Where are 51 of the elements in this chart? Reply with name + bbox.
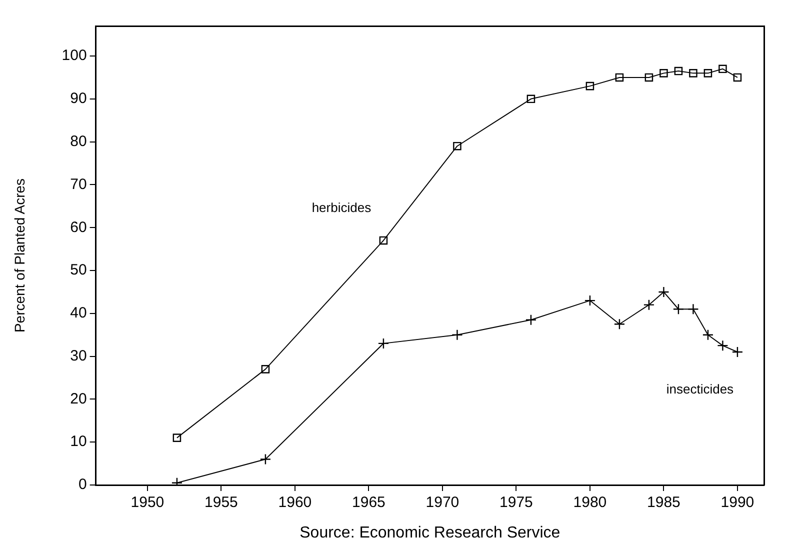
x-tick-label: 1955 <box>204 494 238 512</box>
point <box>689 69 698 78</box>
point <box>584 294 596 306</box>
y-tick-label: 10 <box>70 433 87 450</box>
point <box>660 69 668 78</box>
series-label: herbicides <box>312 200 372 216</box>
point <box>733 73 742 82</box>
y-tick-label: 30 <box>70 347 87 364</box>
y-tick-label: 80 <box>70 132 87 150</box>
point <box>614 318 626 330</box>
point <box>717 340 728 352</box>
point <box>172 434 182 442</box>
y-tick-label: 20 <box>70 390 87 408</box>
x-tick-label: 1970 <box>426 494 460 512</box>
point <box>379 236 388 245</box>
x-tick-label: 1960 <box>278 494 312 512</box>
x-tick-label: 1985 <box>647 494 680 512</box>
y-axis-title: Percent of Planted Acres <box>11 178 28 333</box>
point <box>453 142 462 150</box>
point <box>644 73 654 82</box>
point <box>702 329 714 340</box>
point <box>525 314 537 326</box>
y-tick-label: 0 <box>78 476 87 494</box>
point <box>615 73 624 82</box>
point <box>658 286 670 298</box>
y-tick-label: 50 <box>70 262 87 279</box>
x-tick-label: 1980 <box>573 494 607 512</box>
source-note: Source: Economic Research Service <box>300 524 560 542</box>
point <box>674 66 683 76</box>
x-tick-label: 1990 <box>720 494 754 512</box>
point <box>452 329 463 340</box>
x-tick-label: 1950 <box>130 494 164 512</box>
point <box>732 346 744 358</box>
y-tick-label: 90 <box>70 90 87 108</box>
point <box>718 64 727 74</box>
y-tick-label: 60 <box>70 218 87 236</box>
point <box>378 338 390 350</box>
point <box>261 365 270 374</box>
point <box>643 299 655 310</box>
point <box>688 304 699 315</box>
y-tick-label: 100 <box>62 47 87 64</box>
point <box>672 304 684 315</box>
series-label: insecticides <box>666 381 734 396</box>
point <box>586 82 594 90</box>
y-tick-label: 70 <box>70 176 87 193</box>
y-tick-label: 40 <box>70 304 87 322</box>
x-tick-label: 1965 <box>352 494 386 512</box>
point <box>526 94 536 104</box>
x-tick-label: 1975 <box>500 494 533 512</box>
point <box>704 69 712 78</box>
point <box>260 454 272 465</box>
